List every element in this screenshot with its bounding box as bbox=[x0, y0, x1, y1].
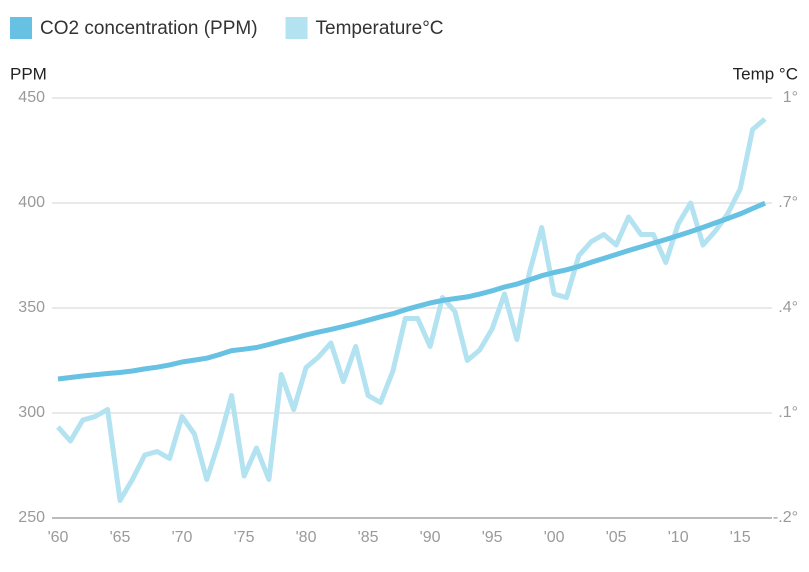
legend-swatch bbox=[285, 17, 308, 39]
y-tick-label: 250 bbox=[18, 509, 45, 526]
x-tick-label: '85 bbox=[358, 529, 379, 546]
x-tick-label: '75 bbox=[234, 529, 255, 546]
legend-label: Temperature°C bbox=[316, 18, 444, 39]
y2-tick-label: .1° bbox=[778, 404, 798, 421]
y-axis-label: PPM bbox=[10, 64, 47, 83]
x-tick-label: '05 bbox=[606, 529, 627, 546]
series-line bbox=[56, 117, 767, 503]
x-tick-label: '95 bbox=[482, 529, 503, 546]
x-tick-label: '00 bbox=[544, 529, 565, 546]
y-tick-label: 300 bbox=[18, 404, 45, 421]
y-tick-label: 350 bbox=[18, 299, 45, 316]
y-tick-label: 400 bbox=[18, 194, 45, 211]
x-tick-label: '80 bbox=[296, 529, 317, 546]
x-tick-label: '90 bbox=[420, 529, 441, 546]
series-line bbox=[57, 200, 766, 382]
y2-axis-label: Temp °C bbox=[733, 64, 798, 83]
y2-tick-label: 1° bbox=[783, 89, 798, 106]
x-tick-label: '60 bbox=[48, 529, 69, 546]
y2-tick-label: .7° bbox=[778, 194, 798, 211]
legend-swatch bbox=[10, 17, 32, 39]
y-tick-label: 450 bbox=[18, 89, 45, 106]
x-tick-label: '70 bbox=[172, 529, 193, 546]
legend-label: CO2 concentration (PPM) bbox=[40, 18, 258, 39]
x-tick-label: '15 bbox=[730, 529, 751, 546]
y2-tick-label: .4° bbox=[778, 299, 798, 316]
x-tick-label: '10 bbox=[668, 529, 689, 546]
x-tick-label: '65 bbox=[110, 529, 131, 546]
y2-tick-label: -.2° bbox=[773, 509, 798, 526]
